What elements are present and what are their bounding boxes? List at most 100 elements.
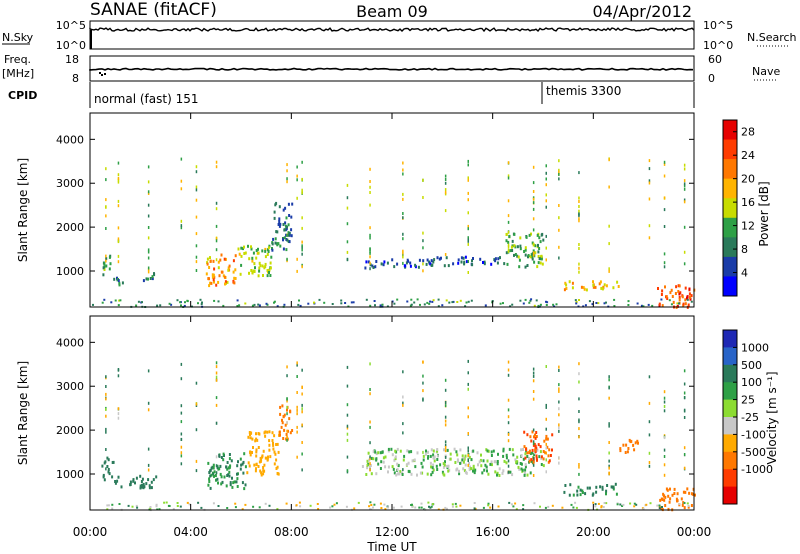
data-cell bbox=[147, 256, 150, 260]
data-cell bbox=[530, 232, 532, 236]
data-cell bbox=[505, 251, 508, 255]
data-cell bbox=[578, 372, 580, 376]
data-cell bbox=[153, 272, 155, 276]
data-cell bbox=[262, 469, 265, 473]
data-cell bbox=[289, 410, 292, 414]
data-cell bbox=[117, 254, 120, 258]
data-cell bbox=[671, 295, 674, 298]
data-cell bbox=[524, 248, 527, 252]
data-cell bbox=[578, 420, 580, 424]
data-cell bbox=[577, 485, 580, 489]
data-cell bbox=[402, 172, 404, 176]
data-cell bbox=[195, 381, 198, 385]
data-cell bbox=[663, 265, 666, 269]
data-cell bbox=[195, 402, 198, 406]
data-cell bbox=[520, 462, 523, 466]
data-cell bbox=[651, 304, 654, 307]
data-cell bbox=[467, 371, 469, 375]
data-cell bbox=[255, 256, 258, 260]
data-cell bbox=[485, 465, 488, 469]
data-cell bbox=[281, 418, 283, 422]
data-cell bbox=[217, 300, 220, 303]
data-cell bbox=[103, 298, 106, 301]
data-cell bbox=[212, 472, 215, 476]
data-cell bbox=[176, 502, 179, 504]
data-cell bbox=[111, 475, 114, 479]
data-cell bbox=[273, 216, 276, 220]
data-cell bbox=[489, 506, 492, 509]
colorbar-cell bbox=[723, 178, 737, 199]
data-cell bbox=[243, 252, 246, 255]
data-cell bbox=[139, 484, 142, 488]
data-cell bbox=[514, 253, 517, 256]
data-cell bbox=[257, 446, 260, 449]
data-cell bbox=[426, 472, 429, 476]
data-cell bbox=[622, 503, 625, 506]
data-cell bbox=[117, 180, 120, 184]
data-cell bbox=[530, 458, 533, 462]
data-cell bbox=[346, 403, 349, 407]
data-cell bbox=[369, 508, 371, 511]
data-cell bbox=[467, 178, 469, 182]
data-cell bbox=[263, 463, 266, 467]
data-cell bbox=[648, 420, 651, 424]
data-cell bbox=[532, 379, 535, 383]
data-cell bbox=[218, 274, 221, 278]
data-cell bbox=[467, 236, 469, 240]
cpid-label: CPID bbox=[8, 89, 37, 102]
data-cell bbox=[558, 159, 560, 163]
data-cell bbox=[467, 238, 469, 242]
data-cell bbox=[215, 283, 218, 287]
data-cell bbox=[535, 435, 538, 438]
data-cell bbox=[368, 458, 371, 462]
x-tick-label: 16:00 bbox=[475, 525, 510, 539]
data-cell bbox=[271, 248, 274, 252]
data-cell bbox=[444, 443, 447, 447]
data-cell bbox=[236, 299, 239, 302]
data-cell bbox=[367, 260, 370, 264]
data-cell bbox=[286, 429, 288, 433]
data-cell bbox=[451, 301, 454, 304]
colorbar-tick-label: 25 bbox=[741, 394, 755, 407]
data-cell bbox=[188, 503, 191, 506]
data-cell bbox=[477, 463, 479, 467]
data-cell bbox=[393, 302, 396, 305]
data-cell bbox=[592, 285, 595, 289]
data-cell bbox=[232, 259, 235, 263]
data-cell bbox=[668, 299, 671, 302]
data-cell bbox=[690, 300, 693, 303]
data-cell bbox=[503, 262, 506, 266]
data-cell bbox=[507, 174, 510, 178]
data-cell bbox=[301, 392, 303, 396]
data-cell bbox=[648, 167, 651, 171]
data-cell bbox=[309, 504, 312, 507]
data-cell bbox=[346, 384, 349, 388]
data-cell bbox=[217, 260, 220, 264]
data-cell bbox=[278, 224, 281, 228]
data-cell bbox=[605, 301, 607, 304]
data-cell bbox=[530, 439, 533, 443]
data-cell bbox=[429, 461, 432, 465]
data-cell bbox=[105, 214, 107, 218]
colorbar-cell bbox=[723, 399, 737, 418]
data-cell bbox=[447, 464, 450, 468]
data-cell bbox=[298, 501, 301, 504]
data-cell bbox=[262, 466, 265, 469]
data-cell bbox=[512, 505, 515, 508]
data-cell bbox=[530, 459, 533, 463]
data-cell bbox=[496, 473, 498, 477]
data-cell bbox=[584, 492, 587, 496]
data-cell bbox=[529, 471, 532, 475]
data-cell bbox=[464, 305, 467, 308]
data-cell bbox=[396, 262, 399, 266]
data-cell bbox=[114, 481, 117, 485]
data-cell bbox=[249, 451, 252, 455]
data-cell bbox=[369, 441, 371, 445]
data-cell bbox=[278, 205, 281, 209]
data-cell bbox=[418, 506, 421, 509]
data-cell bbox=[682, 302, 685, 306]
data-cell bbox=[386, 305, 389, 308]
